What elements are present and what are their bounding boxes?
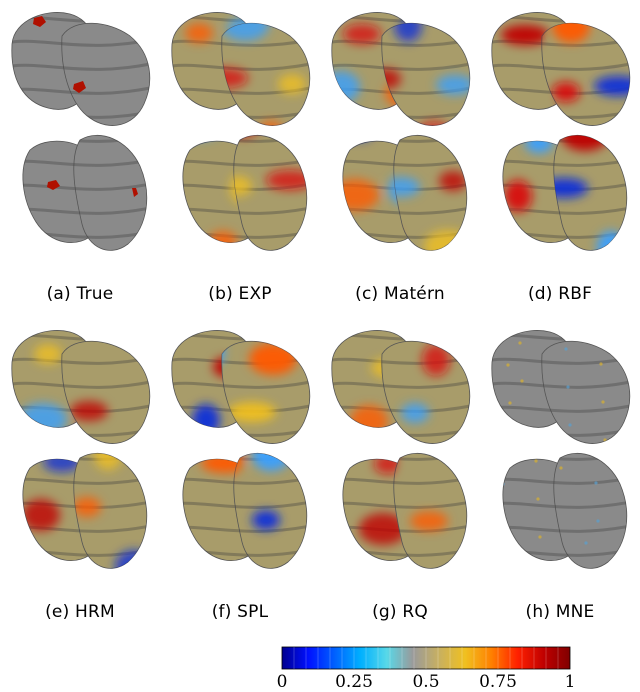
panel-e [0, 318, 160, 598]
brain-image-exp [171, 12, 311, 251]
colorbar-gradient [281, 646, 571, 670]
brain-image-spl [171, 330, 311, 569]
panel-b [160, 0, 320, 280]
brain-image-hrm [11, 330, 151, 569]
panel-c [320, 0, 480, 280]
caption-g: (g) RQ [372, 602, 428, 622]
brain-image-matern [331, 12, 471, 251]
brain-image-mne [491, 330, 631, 569]
panel-a [0, 0, 160, 280]
caption-d: (d) RBF [527, 284, 593, 304]
panel-d [480, 0, 640, 280]
caption-b: (b) EXP [208, 284, 272, 304]
caption-c: (c) Matérn [355, 284, 445, 304]
colorbar-tick-0: 0 [276, 672, 288, 692]
brain-image-rbf [491, 12, 631, 251]
caption-a: (a) True [46, 284, 114, 304]
colorbar-tick-1: 0.25 [335, 672, 373, 692]
caption-e: (e) HRM [45, 602, 115, 622]
brain-image-true [11, 12, 151, 251]
colorbar-tick-4: 1 [564, 672, 576, 692]
colorbar-tick-3: 0.75 [479, 672, 517, 692]
panel-f [160, 318, 320, 598]
caption-f: (f) SPL [211, 602, 269, 622]
caption-h: (h) MNE [525, 602, 595, 622]
panel-g [320, 318, 480, 598]
panel-h [480, 318, 640, 598]
brain-image-rq [331, 330, 471, 569]
colorbar [281, 646, 571, 670]
colorbar-tick-2: 0.5 [412, 672, 440, 692]
